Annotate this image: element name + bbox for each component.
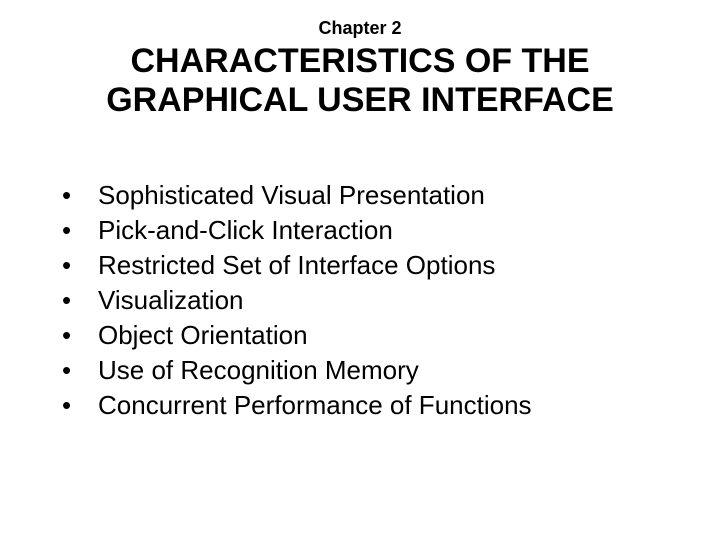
bullet-text: Sophisticated Visual Presentation	[98, 180, 485, 210]
bullet-list: Sophisticated Visual Presentation Pick-a…	[40, 178, 680, 424]
list-item: Sophisticated Visual Presentation	[76, 178, 680, 213]
list-item: Object Orientation	[76, 318, 680, 353]
list-item: Concurrent Performance of Functions	[76, 388, 680, 423]
bullet-text: Concurrent Performance of Functions	[98, 390, 532, 420]
slide: Chapter 2 CHARACTERISTICS OF THE GRAPHIC…	[0, 0, 720, 540]
list-item: Visualization	[76, 283, 680, 318]
bullet-text: Object Orientation	[98, 320, 308, 350]
chapter-label: Chapter 2	[40, 18, 680, 40]
bullet-text: Use of Recognition Memory	[98, 355, 419, 385]
list-item: Use of Recognition Memory	[76, 353, 680, 388]
list-item: Restricted Set of Interface Options	[76, 248, 680, 283]
bullet-text: Pick-and-Click Interaction	[98, 215, 393, 245]
list-item: Pick-and-Click Interaction	[76, 213, 680, 248]
bullet-text: Visualization	[98, 285, 244, 315]
slide-title: CHARACTERISTICS OF THE GRAPHICAL USER IN…	[40, 42, 680, 120]
title-line-2: GRAPHICAL USER INTERFACE	[106, 81, 614, 119]
title-line-1: CHARACTERISTICS OF THE	[131, 42, 590, 80]
bullet-text: Restricted Set of Interface Options	[98, 250, 495, 280]
